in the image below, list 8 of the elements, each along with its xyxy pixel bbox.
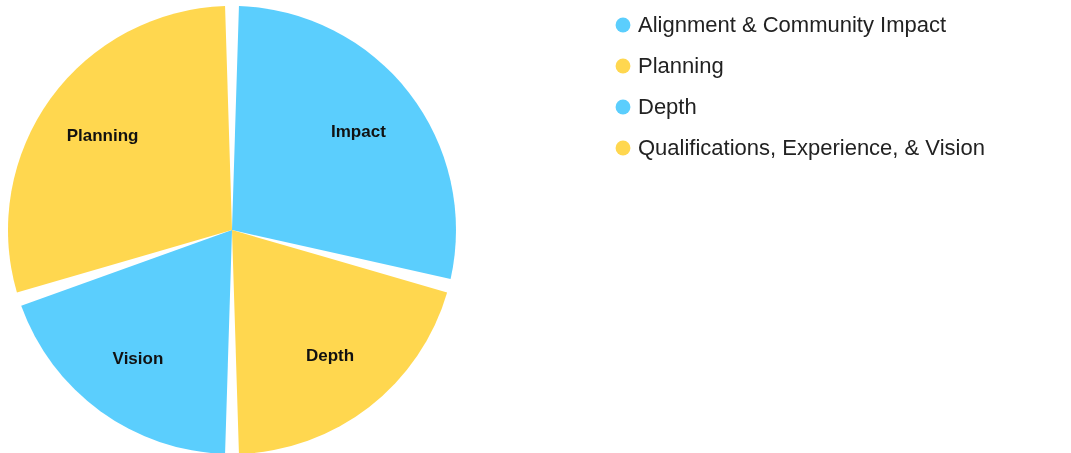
legend-label: Depth (638, 94, 697, 119)
data-label: Vision (112, 349, 164, 369)
data-label: Planning (66, 125, 139, 145)
data-label: Depth (305, 346, 355, 366)
legend-label: Planning (638, 53, 724, 78)
legend-label: Alignment & Community Impact (638, 12, 947, 37)
data-label: Impact (331, 121, 387, 141)
legend-label: Qualifications, Experience, & Vision (638, 135, 985, 160)
